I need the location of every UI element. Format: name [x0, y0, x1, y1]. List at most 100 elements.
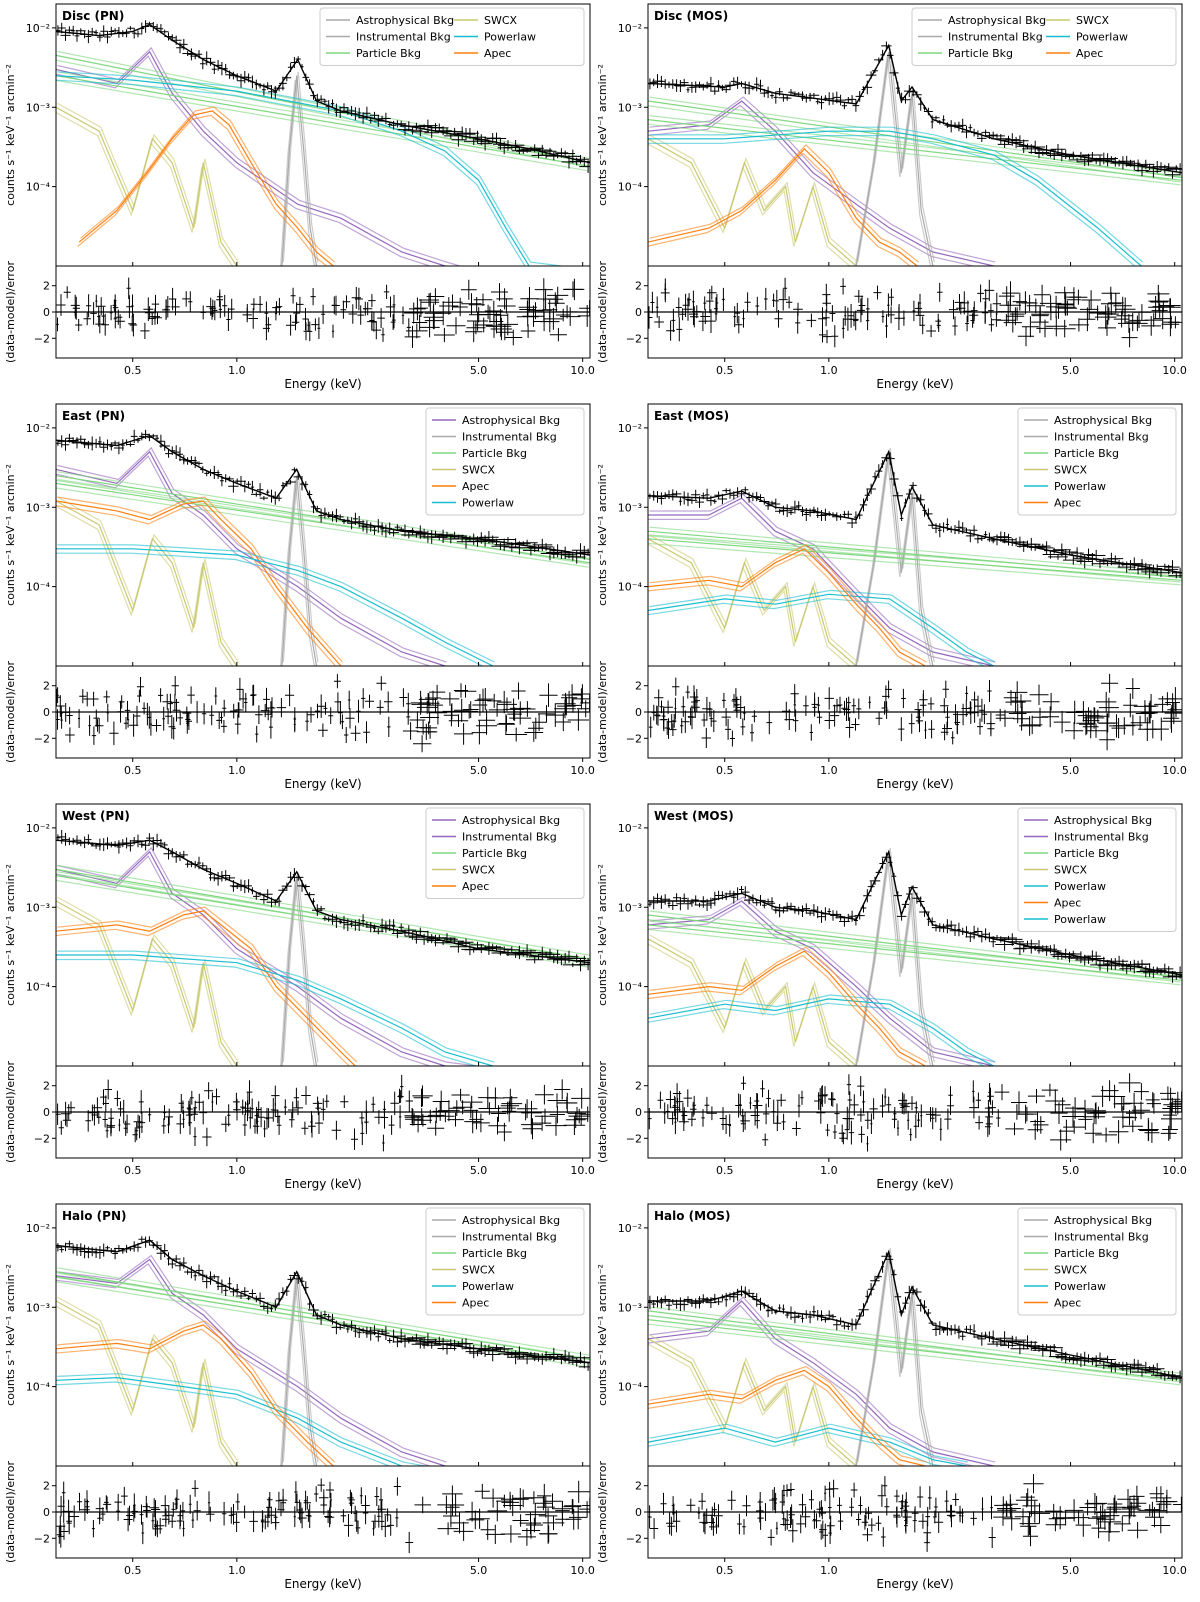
residual-point — [580, 1106, 590, 1122]
series-line — [57, 496, 343, 663]
residual-point — [461, 1095, 483, 1109]
residual-point — [539, 1525, 558, 1543]
residual-point — [171, 1502, 176, 1517]
data-point — [248, 1289, 257, 1298]
residual-point — [79, 1498, 90, 1521]
data-point — [959, 1332, 966, 1341]
residual-point — [462, 701, 479, 718]
data-point — [347, 105, 356, 117]
data-point — [539, 543, 553, 551]
residual-point — [311, 318, 320, 331]
residual-point — [308, 1115, 316, 1138]
residual-point — [497, 1122, 512, 1142]
residual-point — [220, 711, 223, 724]
residual-point — [1053, 711, 1071, 734]
residual-point — [774, 310, 783, 328]
residual-point — [1107, 1495, 1123, 1513]
residual-point — [466, 321, 486, 335]
residual-point — [1068, 1510, 1090, 1525]
residual-point — [995, 708, 1005, 722]
residual-point — [975, 1092, 981, 1109]
data-point — [768, 897, 776, 910]
residual-point — [170, 694, 180, 711]
residual-y-tick-label: −2 — [34, 1532, 50, 1545]
residual-point — [1023, 1526, 1038, 1547]
data-point — [235, 1284, 239, 1295]
legend-box — [1017, 407, 1177, 516]
y-tick-label: 10⁻³ — [26, 1301, 50, 1314]
residual-point — [549, 328, 567, 342]
residual-point — [522, 1522, 541, 1539]
data-point — [989, 133, 1005, 138]
data-point — [692, 895, 699, 905]
residual-y-tick-label: 2 — [635, 680, 642, 693]
residual-axis-label: (data-model)/error — [4, 261, 17, 363]
residual-point — [706, 285, 717, 300]
residual-point — [165, 1108, 174, 1126]
series-line — [282, 871, 319, 1063]
series-line — [649, 493, 996, 663]
residual-point — [406, 692, 411, 715]
residual-point — [1101, 307, 1116, 321]
residual-point — [648, 306, 653, 329]
residual-point — [283, 1099, 287, 1115]
residual-y-tick-label: −2 — [626, 332, 642, 345]
x-tick-label: 0.5 — [716, 764, 734, 777]
residual-point — [1113, 296, 1132, 315]
series-line — [857, 447, 935, 663]
data-point — [1005, 1336, 1027, 1344]
y-tick-label: 10⁻⁴ — [26, 1381, 51, 1394]
residual-point — [201, 703, 207, 725]
residual-point — [557, 1092, 578, 1114]
residual-point — [182, 1110, 185, 1129]
residual-point — [1162, 1119, 1178, 1140]
legend-entry: Instrumental Bkg — [918, 31, 1043, 44]
residual-point — [168, 1514, 177, 1528]
residual-point — [132, 1505, 136, 1522]
residual-point — [480, 1519, 495, 1540]
residual-point — [564, 698, 582, 713]
data-point — [391, 919, 396, 933]
residual-point — [959, 1509, 962, 1523]
residual-point — [318, 723, 328, 737]
residual-point — [280, 1496, 287, 1509]
residual-point — [234, 702, 244, 718]
residual-point — [561, 684, 583, 706]
data-point — [111, 440, 119, 446]
data-point — [977, 1332, 986, 1346]
legend-label: Particle Bkg — [462, 1247, 527, 1260]
residual-point — [112, 300, 119, 315]
data-point — [484, 943, 501, 950]
residual-point — [266, 1497, 272, 1518]
residual-point — [129, 313, 138, 337]
residual-point — [1144, 1501, 1161, 1518]
residual-point — [525, 1517, 543, 1533]
residual-point — [1079, 1499, 1096, 1516]
residual-point — [182, 291, 191, 307]
residual-point — [199, 1100, 208, 1125]
residual-point — [479, 306, 501, 323]
residual-point — [377, 1500, 387, 1519]
residual-point — [228, 298, 235, 320]
y-tick-label: 10⁻³ — [618, 1301, 642, 1314]
data-point — [357, 107, 361, 119]
series-line — [648, 104, 976, 266]
y-tick-label: 10⁻² — [26, 1222, 50, 1235]
residual-point — [952, 1493, 959, 1506]
series-line — [649, 1423, 969, 1463]
data-point — [956, 1325, 962, 1339]
legend-label: Powerlaw — [1076, 31, 1128, 44]
residual-point — [755, 296, 760, 316]
residual-y-tick-label: −2 — [34, 332, 50, 345]
residual-point — [1081, 290, 1101, 310]
residual-point — [990, 1495, 993, 1520]
data-point — [202, 51, 212, 66]
residual-point — [193, 1500, 201, 1521]
residual-y-tick-label: 2 — [43, 1080, 50, 1093]
residual-point — [981, 704, 988, 724]
y-tick-label: 10⁻⁴ — [618, 1381, 643, 1394]
residual-point — [571, 1088, 590, 1109]
data-point — [778, 908, 789, 914]
series-line — [57, 544, 495, 663]
data-point — [1169, 163, 1182, 176]
